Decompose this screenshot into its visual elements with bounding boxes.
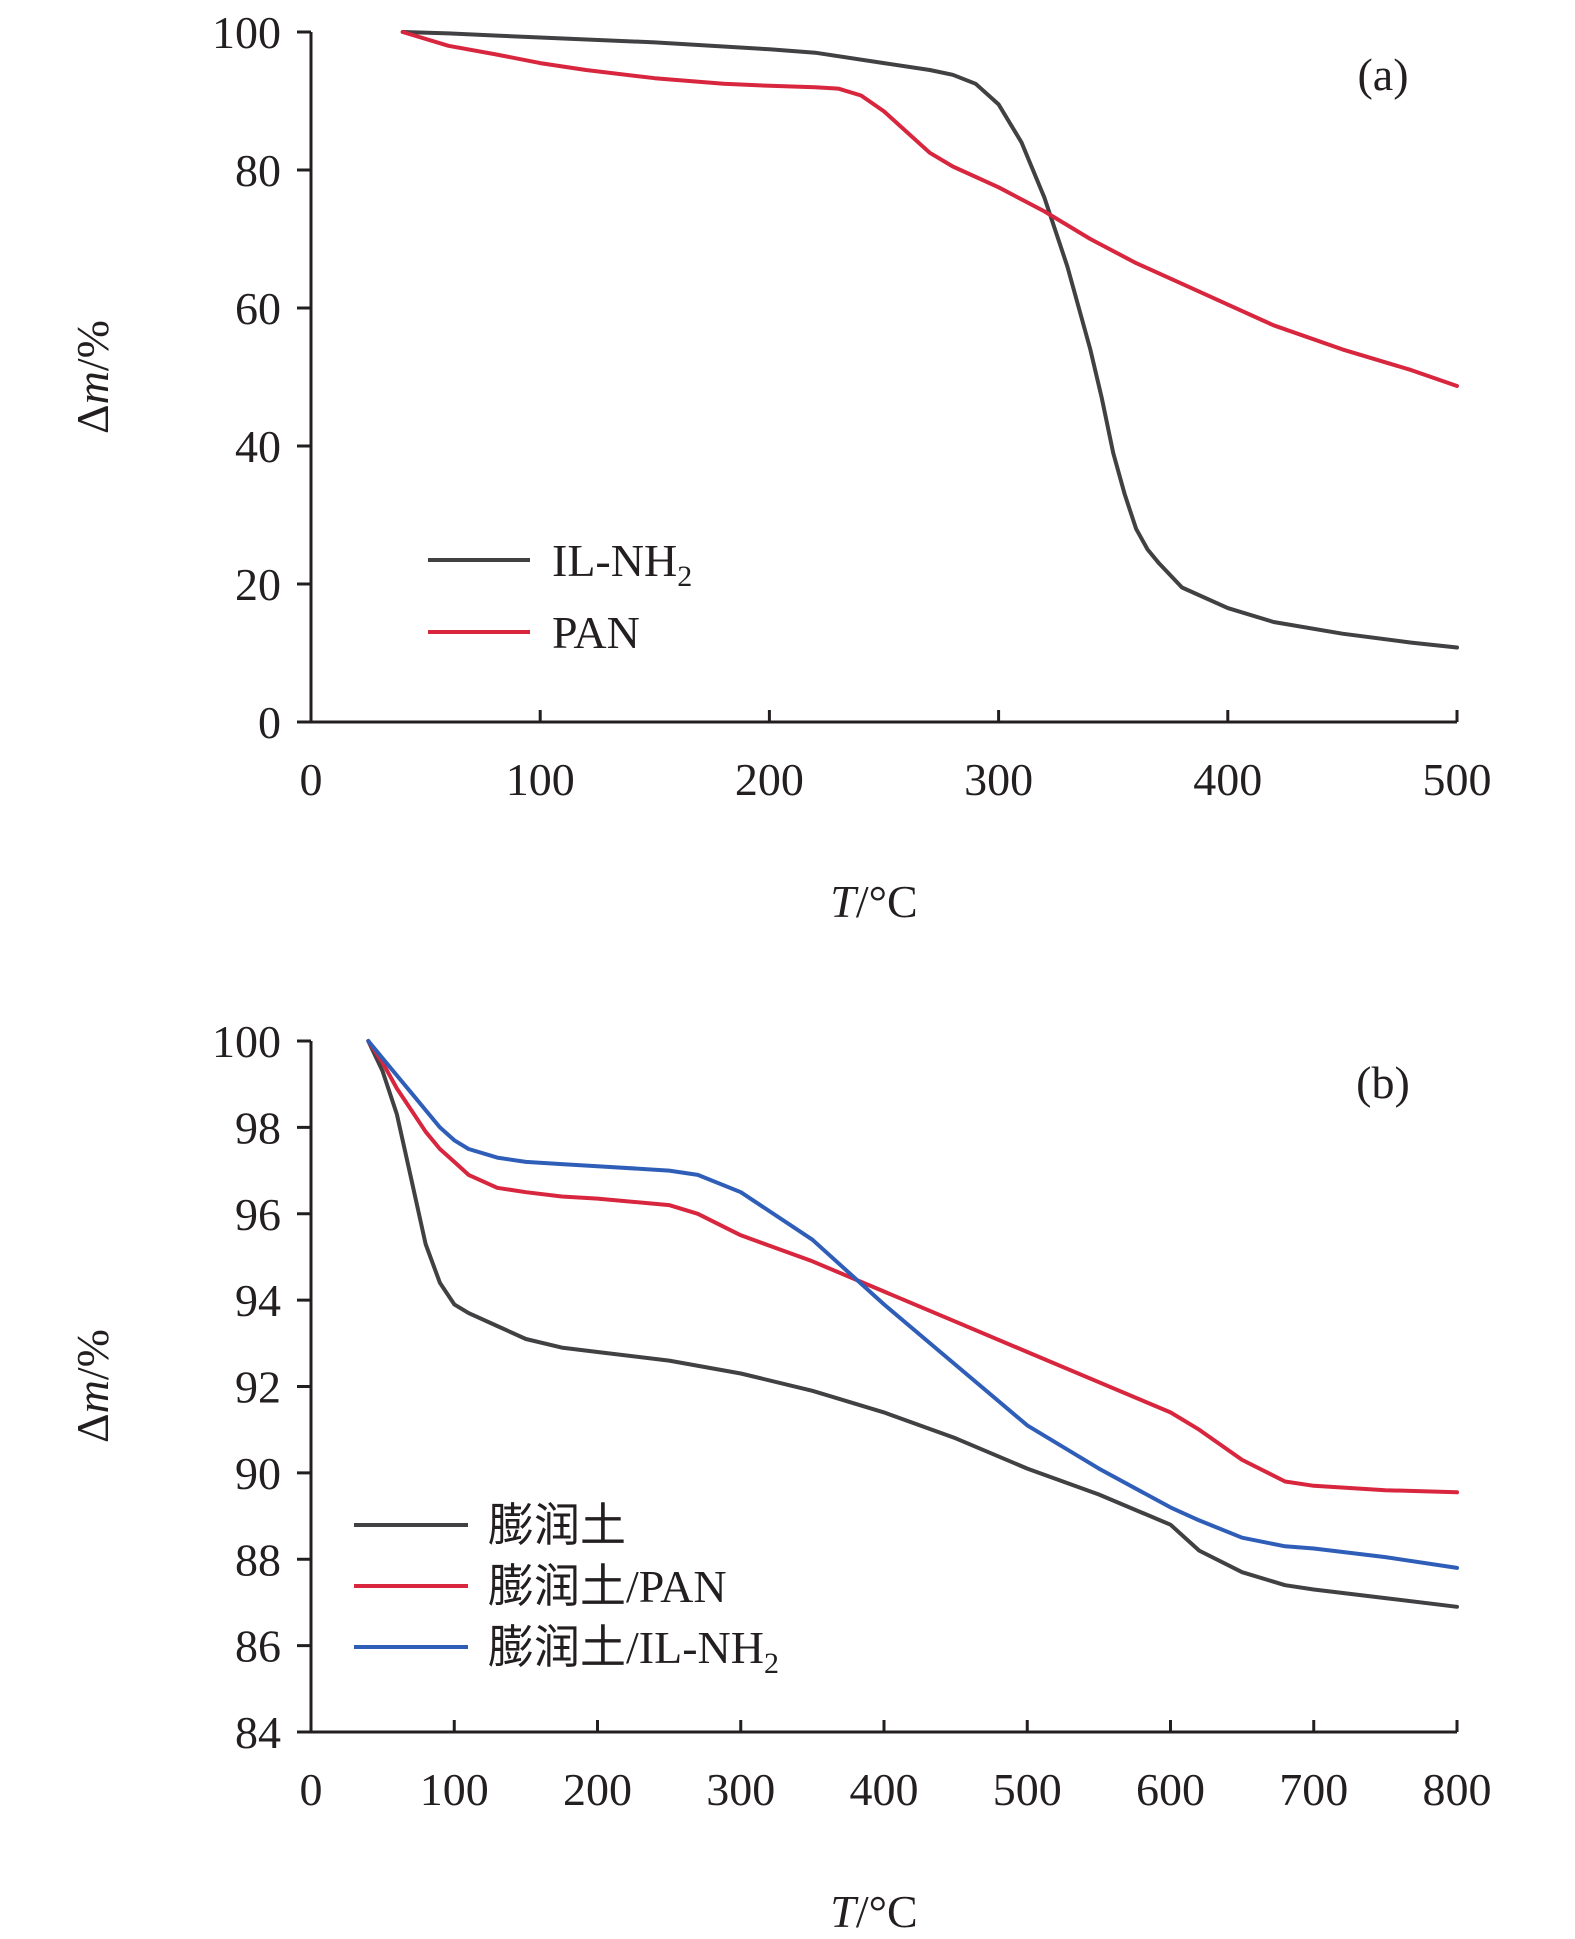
chart-panel-b: 84 86 88 90 92 94 96 98 100 0 100 200 300 400 500 600 70… <box>67 1016 1492 1937</box>
y-tick-label: 86 <box>235 1621 281 1672</box>
y-tick-label: 84 <box>235 1707 281 1758</box>
y-tick-label: 98 <box>235 1102 281 1153</box>
x-tick-label: 300 <box>964 754 1033 805</box>
x-tick-label: 100 <box>506 754 575 805</box>
x-tick-label: 200 <box>563 1764 632 1815</box>
x-tick-label: 700 <box>1279 1764 1348 1815</box>
x-axis-title: T/°C <box>830 1886 917 1937</box>
y-tick-label: 92 <box>235 1362 281 1413</box>
y-tick-label: 80 <box>235 145 281 196</box>
y-tick-label: 88 <box>235 1534 281 1585</box>
x-axis-title: T/°C <box>830 876 917 927</box>
x-tick-label: 500 <box>993 1764 1062 1815</box>
x-tick-label: 0 <box>300 754 323 805</box>
y-axis-title: Δm/% <box>67 320 118 434</box>
panel-label-a: (a) <box>1357 49 1408 100</box>
y-tick-label: 20 <box>235 559 281 610</box>
x-tick-label: 400 <box>1193 754 1262 805</box>
y-tick-label: 90 <box>235 1448 281 1499</box>
x-tick-label: 400 <box>850 1764 919 1815</box>
legend-label: 膨润土/IL-NH2 <box>488 1622 779 1680</box>
y-tick-label: 94 <box>235 1275 281 1326</box>
y-tick-label: 0 <box>258 697 281 748</box>
y-tick-label: 60 <box>235 283 281 334</box>
series-line-a-2 <box>400 30 1459 388</box>
x-tick-label: 200 <box>735 754 804 805</box>
y-axis-title: Δm/% <box>67 1329 118 1443</box>
panel-label-b: (b) <box>1356 1057 1410 1108</box>
x-tick-label: 800 <box>1423 1764 1492 1815</box>
y-tick-label: 96 <box>235 1189 281 1240</box>
chart-panel-a: 0 20 40 60 80 100 0 100 200 300 400 500 T/°C Δm/% (a) I… <box>67 7 1492 927</box>
x-tick-label: 600 <box>1136 1764 1205 1815</box>
legend-label: PAN <box>552 607 640 658</box>
series-line-b-2 <box>366 1039 1459 1495</box>
x-tick-label: 500 <box>1423 754 1492 805</box>
x-tick-label: 0 <box>300 1764 323 1815</box>
series-line-b-3 <box>366 1039 1459 1570</box>
legend-label: IL-NH2 <box>552 535 692 593</box>
x-tick-label: 300 <box>706 1764 775 1815</box>
y-tick-label: 100 <box>212 1016 281 1067</box>
x-tick-label: 100 <box>420 1764 489 1815</box>
series-line-b-1 <box>366 1039 1459 1609</box>
series-line-a-1 <box>400 30 1459 650</box>
y-tick-label: 40 <box>235 421 281 472</box>
legend-label: 膨润土/PAN <box>488 1561 727 1612</box>
legend-label: 膨润土 <box>488 1500 626 1551</box>
y-tick-label: 100 <box>212 7 281 58</box>
